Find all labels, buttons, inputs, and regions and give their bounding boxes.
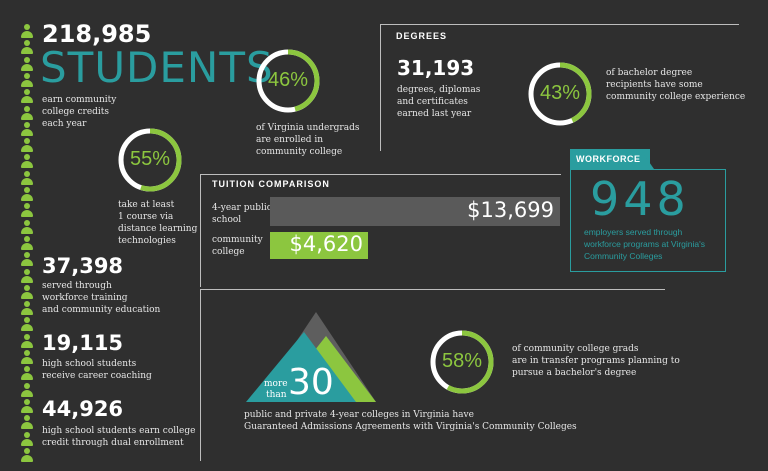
students-caption: earn community college credits each year — [42, 95, 117, 129]
workforce-tab-corner — [632, 149, 654, 169]
workforce-box — [570, 169, 726, 272]
person-icon — [20, 121, 34, 138]
tuition-cc-value: $4,620 — [289, 232, 363, 256]
colleges-than: than — [266, 390, 287, 400]
ring-55-percent: 55% — [129, 148, 171, 170]
person-icon — [20, 203, 34, 219]
progress-ring-icon — [118, 128, 182, 192]
stat-19115-number: 19,115 — [42, 331, 124, 355]
person-icon — [20, 187, 34, 203]
progress-ring-icon — [256, 49, 320, 113]
person-icon — [20, 219, 34, 236]
degrees-frame — [380, 24, 739, 151]
person-icon — [20, 301, 34, 317]
tuition-cc-bar: $4,620 — [270, 232, 368, 259]
person-icon — [20, 56, 34, 73]
tuition-label: TUITION COMPARISON — [212, 179, 330, 189]
stat-55-caption: take at least 1 course via distance learni… — [118, 200, 198, 246]
person-icon — [20, 170, 34, 187]
person-icon — [20, 105, 34, 122]
person-icon — [20, 333, 34, 350]
tuition-frame — [200, 174, 561, 287]
degrees-number: 31,193 — [397, 56, 475, 80]
person-icon — [20, 284, 34, 301]
person-icon — [20, 431, 34, 448]
ring-43-percent: 43% — [539, 82, 581, 104]
stat-37398-number: 37,398 — [42, 254, 124, 278]
stat-46-caption: of Virginia undergrads are enrolled in com… — [256, 123, 360, 157]
person-icon — [20, 89, 34, 105]
person-icon — [20, 235, 34, 252]
person-icon — [20, 382, 34, 399]
person-icon — [20, 72, 34, 89]
tuition-public-value: $13,699 — [467, 198, 554, 222]
section-divider — [200, 289, 665, 290]
colleges-more: more — [264, 379, 288, 389]
stat-44926-number: 44,926 — [42, 397, 124, 421]
students-word: STUDENTS — [40, 43, 274, 92]
person-icon — [20, 154, 34, 170]
stat-19115-caption: high school students receive career coach… — [42, 359, 152, 381]
ring-55: 55% — [116, 126, 184, 194]
ring-58-percent: 58% — [441, 350, 483, 372]
workforce-caption: employers served through workforce progra… — [584, 227, 705, 261]
tuition-public-label: 4-year public school — [212, 203, 272, 225]
colleges-number: 30 — [288, 362, 334, 403]
person-icon — [20, 40, 34, 56]
person-icon — [20, 447, 34, 464]
workforce-label: WORKFORCE — [576, 154, 641, 164]
person-icon — [20, 366, 34, 382]
person-icon — [20, 24, 34, 40]
ring-46: 46% — [254, 47, 322, 115]
ring-43: 43% — [526, 60, 594, 128]
ring-46-percent: 46% — [267, 69, 309, 91]
stat-37398-caption: served through workforce training and comm… — [42, 281, 161, 315]
tuition-public-bar: $13,699 — [270, 197, 560, 226]
person-icon — [20, 398, 34, 415]
people-icon-column — [20, 24, 34, 464]
workforce-tab — [570, 149, 650, 169]
progress-ring-icon — [528, 62, 592, 126]
stat-43-caption: of bachelor degree recipients have some co… — [606, 68, 746, 102]
stat-44926-caption: high school students earn college credit … — [42, 426, 196, 448]
degrees-label: DEGREES — [396, 31, 448, 41]
person-icon — [20, 350, 34, 366]
person-icon — [20, 268, 34, 285]
colleges-caption: public and private 4-year colleges in Vi… — [244, 410, 577, 432]
students-number: 218,985 — [42, 20, 152, 48]
section-divider-vertical — [200, 289, 201, 461]
workforce-number: 948 — [590, 172, 690, 226]
tuition-cc-label: community college — [212, 235, 263, 257]
degrees-caption: degrees, diplomas and certificates earned … — [397, 85, 481, 119]
person-icon — [20, 317, 34, 333]
ring-58: 58% — [428, 328, 496, 396]
stat-58-caption: of community college grads are in transfe… — [512, 344, 680, 378]
person-icon — [20, 252, 34, 268]
progress-ring-icon — [430, 330, 494, 394]
mountain-icon — [246, 312, 376, 402]
person-icon — [20, 415, 34, 431]
person-icon — [20, 138, 34, 154]
